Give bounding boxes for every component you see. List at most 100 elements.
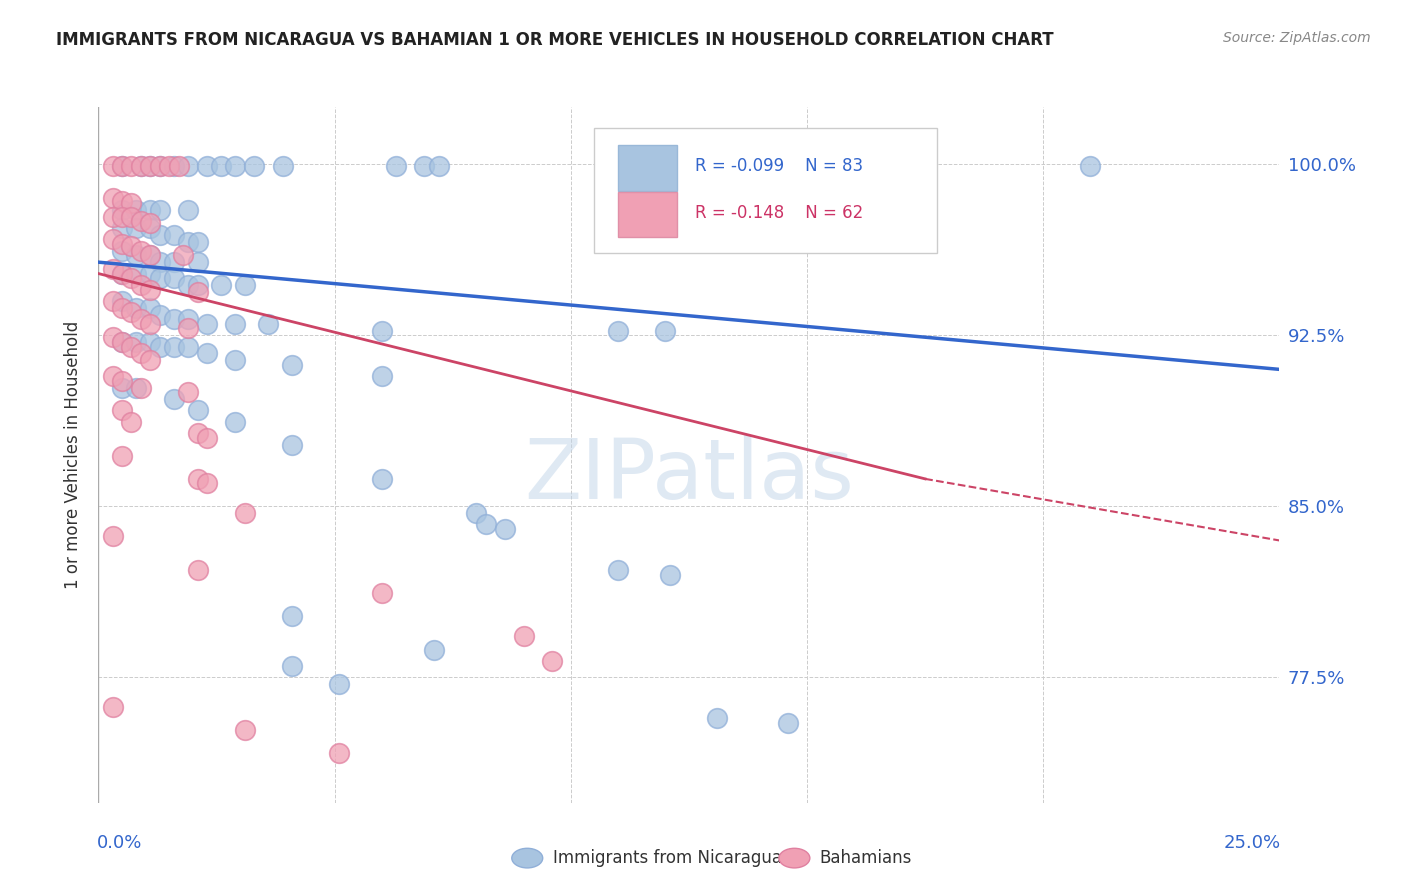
Point	[224, 317, 246, 331]
Point	[177, 202, 200, 217]
Point	[139, 267, 162, 281]
Point	[172, 248, 194, 262]
Point	[187, 235, 209, 249]
Point	[371, 586, 394, 600]
Text: ZIPatlas: ZIPatlas	[524, 435, 853, 516]
Point	[187, 472, 209, 486]
Point	[129, 159, 152, 173]
Point	[139, 283, 162, 297]
Point	[281, 659, 304, 673]
Text: R = -0.148    N = 62: R = -0.148 N = 62	[695, 203, 863, 222]
Point	[163, 340, 186, 354]
Point	[187, 403, 209, 417]
Point	[129, 277, 152, 292]
Point	[1080, 159, 1102, 173]
Point	[125, 267, 148, 281]
Point	[111, 374, 134, 388]
Point	[163, 159, 186, 173]
Point	[654, 324, 676, 338]
Text: 0.0%: 0.0%	[97, 834, 142, 852]
Point	[607, 563, 630, 577]
Point	[195, 317, 218, 331]
Point	[427, 159, 450, 173]
Point	[187, 255, 209, 269]
Point	[121, 415, 143, 429]
Point	[111, 293, 134, 308]
Point	[139, 248, 162, 262]
Point	[233, 277, 256, 292]
Point	[111, 334, 134, 349]
Point	[233, 723, 256, 737]
Point	[177, 385, 200, 400]
Text: Bahamians: Bahamians	[820, 849, 912, 867]
Point	[121, 195, 143, 210]
Point	[121, 210, 143, 224]
Point	[125, 381, 148, 395]
Point	[101, 293, 124, 308]
Point	[101, 191, 124, 205]
Point	[129, 346, 152, 360]
Point	[157, 159, 180, 173]
Point	[139, 202, 162, 217]
FancyBboxPatch shape	[619, 192, 678, 237]
Point	[177, 277, 200, 292]
Point	[371, 472, 394, 486]
Point	[328, 746, 350, 760]
Point	[101, 700, 124, 714]
Text: Immigrants from Nicaragua: Immigrants from Nicaragua	[553, 849, 782, 867]
Point	[125, 202, 148, 217]
Point	[139, 301, 162, 315]
Point	[233, 506, 256, 520]
Text: IMMIGRANTS FROM NICARAGUA VS BAHAMIAN 1 OR MORE VEHICLES IN HOUSEHOLD CORRELATIO: IMMIGRANTS FROM NICARAGUA VS BAHAMIAN 1 …	[56, 31, 1054, 49]
Point	[328, 677, 350, 691]
Point	[139, 334, 162, 349]
Point	[413, 159, 436, 173]
Point	[139, 159, 162, 173]
Text: R = -0.099    N = 83: R = -0.099 N = 83	[695, 157, 863, 175]
Point	[187, 426, 209, 441]
Point	[149, 227, 172, 242]
Point	[101, 369, 124, 384]
Y-axis label: 1 or more Vehicles in Household: 1 or more Vehicles in Household	[65, 321, 83, 589]
Point	[111, 202, 134, 217]
Point	[111, 159, 134, 173]
Point	[281, 608, 304, 623]
Point	[187, 277, 209, 292]
Point	[111, 236, 134, 251]
Text: Source: ZipAtlas.com: Source: ZipAtlas.com	[1223, 31, 1371, 45]
Point	[101, 330, 124, 344]
Point	[121, 159, 143, 173]
Point	[281, 437, 304, 451]
Point	[121, 305, 143, 319]
Point	[149, 271, 172, 285]
Point	[423, 643, 446, 657]
Point	[129, 312, 152, 326]
Point	[101, 159, 124, 173]
Point	[209, 277, 232, 292]
Point	[167, 159, 190, 173]
Point	[139, 248, 162, 262]
Point	[257, 317, 280, 331]
Point	[177, 340, 200, 354]
Point	[125, 301, 148, 315]
Point	[163, 271, 186, 285]
Point	[163, 312, 186, 326]
Point	[121, 340, 143, 354]
Point	[706, 711, 728, 725]
Point	[187, 563, 209, 577]
Point	[139, 353, 162, 368]
Point	[163, 255, 186, 269]
Point	[129, 214, 152, 228]
Point	[243, 159, 266, 173]
Point	[111, 267, 134, 281]
Point	[129, 244, 152, 258]
Point	[101, 210, 124, 224]
Point	[129, 159, 152, 173]
Point	[101, 232, 124, 246]
Point	[778, 715, 800, 730]
Point	[195, 476, 218, 491]
Point	[111, 159, 134, 173]
Point	[271, 159, 294, 173]
Point	[541, 654, 564, 668]
Point	[607, 324, 630, 338]
